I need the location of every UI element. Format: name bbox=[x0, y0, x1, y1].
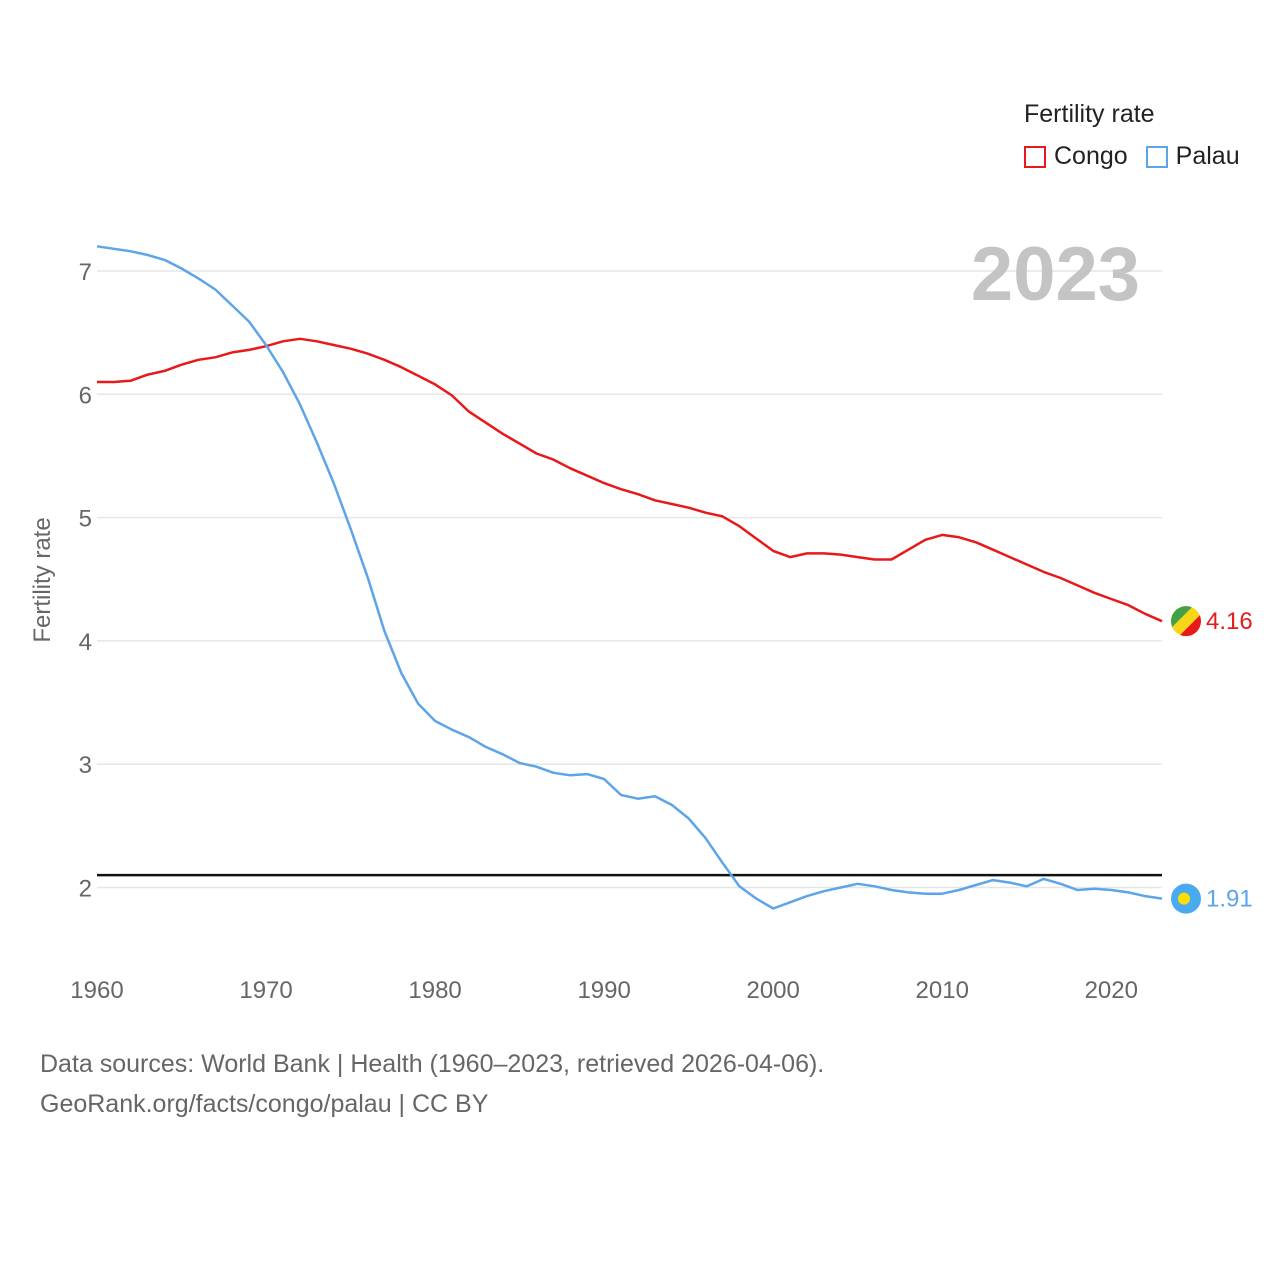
legend-swatch-congo bbox=[1024, 145, 1046, 168]
series-line-palau[interactable] bbox=[96, 245, 1163, 910]
legend: Congo Palau bbox=[1024, 142, 1258, 171]
x-tick-label: 1960 bbox=[70, 977, 123, 1004]
congo-flag-icon bbox=[1171, 606, 1201, 637]
series-line-congo[interactable] bbox=[97, 337, 1163, 623]
y-tick-label: 4 bbox=[79, 629, 92, 656]
x-tick-label: 1980 bbox=[408, 977, 461, 1004]
legend-swatch-palau bbox=[1145, 145, 1168, 168]
palau-flag-icon bbox=[1171, 883, 1201, 914]
x-tick-label: 1970 bbox=[239, 977, 292, 1004]
source-line-1: Data sources: World Bank | Health (1960–… bbox=[40, 1050, 825, 1078]
y-axis-label: Fertility rate bbox=[29, 517, 56, 642]
end-markers: 4.16 1.91 bbox=[1171, 606, 1253, 914]
y-tick-label: 2 bbox=[79, 876, 92, 903]
series-group bbox=[96, 245, 1163, 910]
legend-title: Fertility rate bbox=[1024, 100, 1155, 128]
year-watermark: 2023 bbox=[971, 232, 1140, 317]
x-tick-label: 2000 bbox=[746, 977, 799, 1004]
y-tick-label: 3 bbox=[79, 752, 92, 779]
x-tick-label: 2020 bbox=[1085, 977, 1138, 1004]
source-note: Data sources: World Bank | Health (1960–… bbox=[40, 1044, 824, 1124]
x-tick-label: 1990 bbox=[577, 977, 630, 1004]
y-tick-label: 5 bbox=[79, 506, 92, 533]
legend-item-congo[interactable]: Congo bbox=[1024, 142, 1128, 171]
end-value-label-palau: 1.91 bbox=[1206, 886, 1253, 913]
y-tick-label: 6 bbox=[79, 382, 92, 409]
gridlines bbox=[97, 270, 1162, 889]
line-chart: 2 3 4 5 6 7 1960 1970 1980 1990 2000 2010 2020 2023… bbox=[29, 232, 1253, 1004]
source-line-2[interactable]: GeoRank.org/facts/congo/palau | CC BY bbox=[40, 1090, 489, 1118]
y-axis-ticks: 2 3 4 5 6 7 bbox=[79, 259, 92, 903]
legend-label-palau: Palau bbox=[1175, 142, 1240, 170]
x-tick-label: 2010 bbox=[916, 977, 969, 1004]
y-tick-label: 7 bbox=[79, 259, 92, 286]
legend-label-congo: Congo bbox=[1054, 142, 1128, 170]
legend-item-palau[interactable]: Palau bbox=[1145, 142, 1240, 171]
end-value-label-congo: 4.16 bbox=[1206, 608, 1253, 635]
x-axis-ticks: 1960 1970 1980 1990 2000 2010 2020 bbox=[70, 977, 1138, 1004]
